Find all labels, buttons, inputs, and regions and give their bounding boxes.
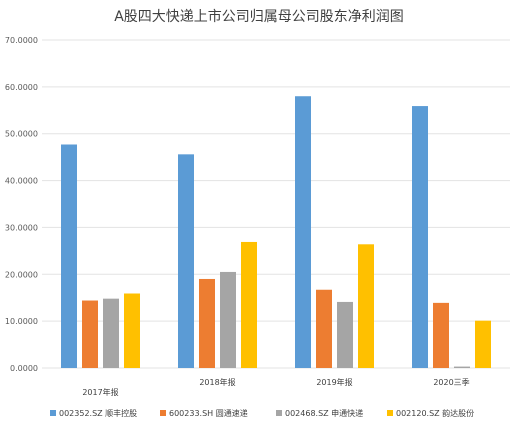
legend: 002352.SZ 顺丰控股 600233.SH 圆通速递 002468.SZ 申通…	[50, 408, 474, 418]
legend-swatch	[50, 410, 56, 416]
legend-swatch	[276, 410, 282, 416]
y-tick-label: 70.0000	[5, 36, 38, 45]
bar	[61, 144, 77, 368]
bars	[61, 96, 491, 368]
bar	[103, 298, 119, 368]
x-axis-labels: 2017年报 2018年报 2019年报 2020三季	[82, 377, 469, 397]
legend-swatch	[160, 410, 166, 416]
bar	[337, 301, 353, 368]
bar	[433, 302, 449, 368]
bar	[241, 241, 257, 368]
y-axis-ticks: 0.0000 10.0000 20.0000 30.0000 40.0000 50.000…	[5, 36, 38, 373]
bar	[454, 366, 470, 368]
bar	[220, 271, 236, 368]
bar	[358, 244, 374, 368]
x-category-label: 2019年报	[316, 377, 352, 387]
bar	[475, 320, 491, 368]
bar	[124, 293, 140, 368]
x-category-label: 2020三季	[433, 377, 469, 387]
bar	[316, 289, 332, 368]
bar	[82, 300, 98, 368]
x-category-label: 2017年报	[82, 387, 118, 397]
chart-title: A股四大快递上市公司归属母公司股东净利润图	[114, 8, 404, 25]
legend-label: 002120.SZ 韵达股份	[396, 408, 474, 418]
y-tick-label: 40.0000	[5, 177, 38, 186]
y-tick-label: 50.0000	[5, 130, 38, 139]
y-tick-label: 10.0000	[5, 317, 38, 326]
y-tick-label: 30.0000	[5, 223, 38, 232]
bar	[199, 278, 215, 368]
x-category-label: 2018年报	[199, 377, 235, 387]
legend-label: 600233.SH 圆通速递	[169, 408, 248, 418]
gridlines	[42, 39, 510, 369]
legend-label: 002352.SZ 顺丰控股	[59, 408, 137, 418]
y-tick-label: 0.0000	[10, 364, 38, 373]
bar	[295, 96, 311, 368]
bar	[412, 106, 428, 368]
legend-label: 002468.SZ 申通快递	[285, 408, 363, 418]
legend-swatch	[387, 410, 393, 416]
y-tick-label: 20.0000	[5, 270, 38, 279]
bar	[178, 154, 194, 368]
y-tick-label: 60.0000	[5, 83, 38, 92]
